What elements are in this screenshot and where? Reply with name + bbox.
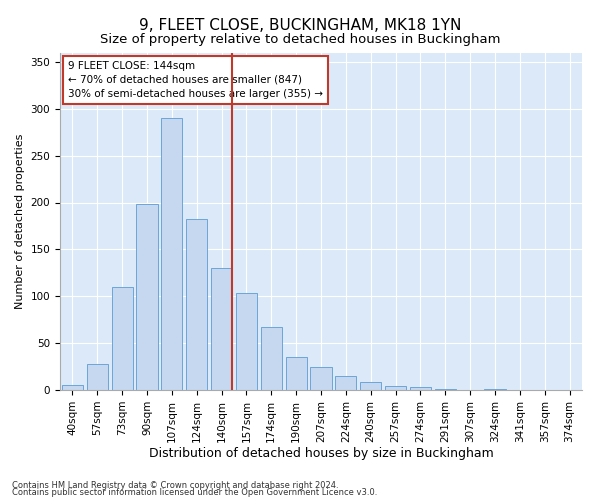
Bar [112, 287, 133, 390]
Bar [335, 376, 356, 390]
Bar [87, 364, 108, 390]
Bar [435, 389, 456, 390]
Y-axis label: Number of detached properties: Number of detached properties [15, 134, 25, 309]
Bar [236, 294, 257, 390]
Bar [161, 118, 182, 390]
Bar [62, 386, 83, 390]
Bar [360, 382, 381, 390]
Text: 9, FLEET CLOSE, BUCKINGHAM, MK18 1YN: 9, FLEET CLOSE, BUCKINGHAM, MK18 1YN [139, 18, 461, 32]
Bar [484, 389, 506, 390]
Bar [286, 357, 307, 390]
X-axis label: Distribution of detached houses by size in Buckingham: Distribution of detached houses by size … [149, 448, 493, 460]
Text: 9 FLEET CLOSE: 144sqm
← 70% of detached houses are smaller (847)
30% of semi-det: 9 FLEET CLOSE: 144sqm ← 70% of detached … [68, 61, 323, 99]
Bar [385, 386, 406, 390]
Bar [136, 204, 158, 390]
Text: Contains HM Land Registry data © Crown copyright and database right 2024.: Contains HM Land Registry data © Crown c… [12, 480, 338, 490]
Bar [310, 366, 332, 390]
Text: Size of property relative to detached houses in Buckingham: Size of property relative to detached ho… [100, 32, 500, 46]
Bar [261, 327, 282, 390]
Bar [211, 268, 232, 390]
Bar [410, 387, 431, 390]
Bar [186, 220, 207, 390]
Text: Contains public sector information licensed under the Open Government Licence v3: Contains public sector information licen… [12, 488, 377, 497]
